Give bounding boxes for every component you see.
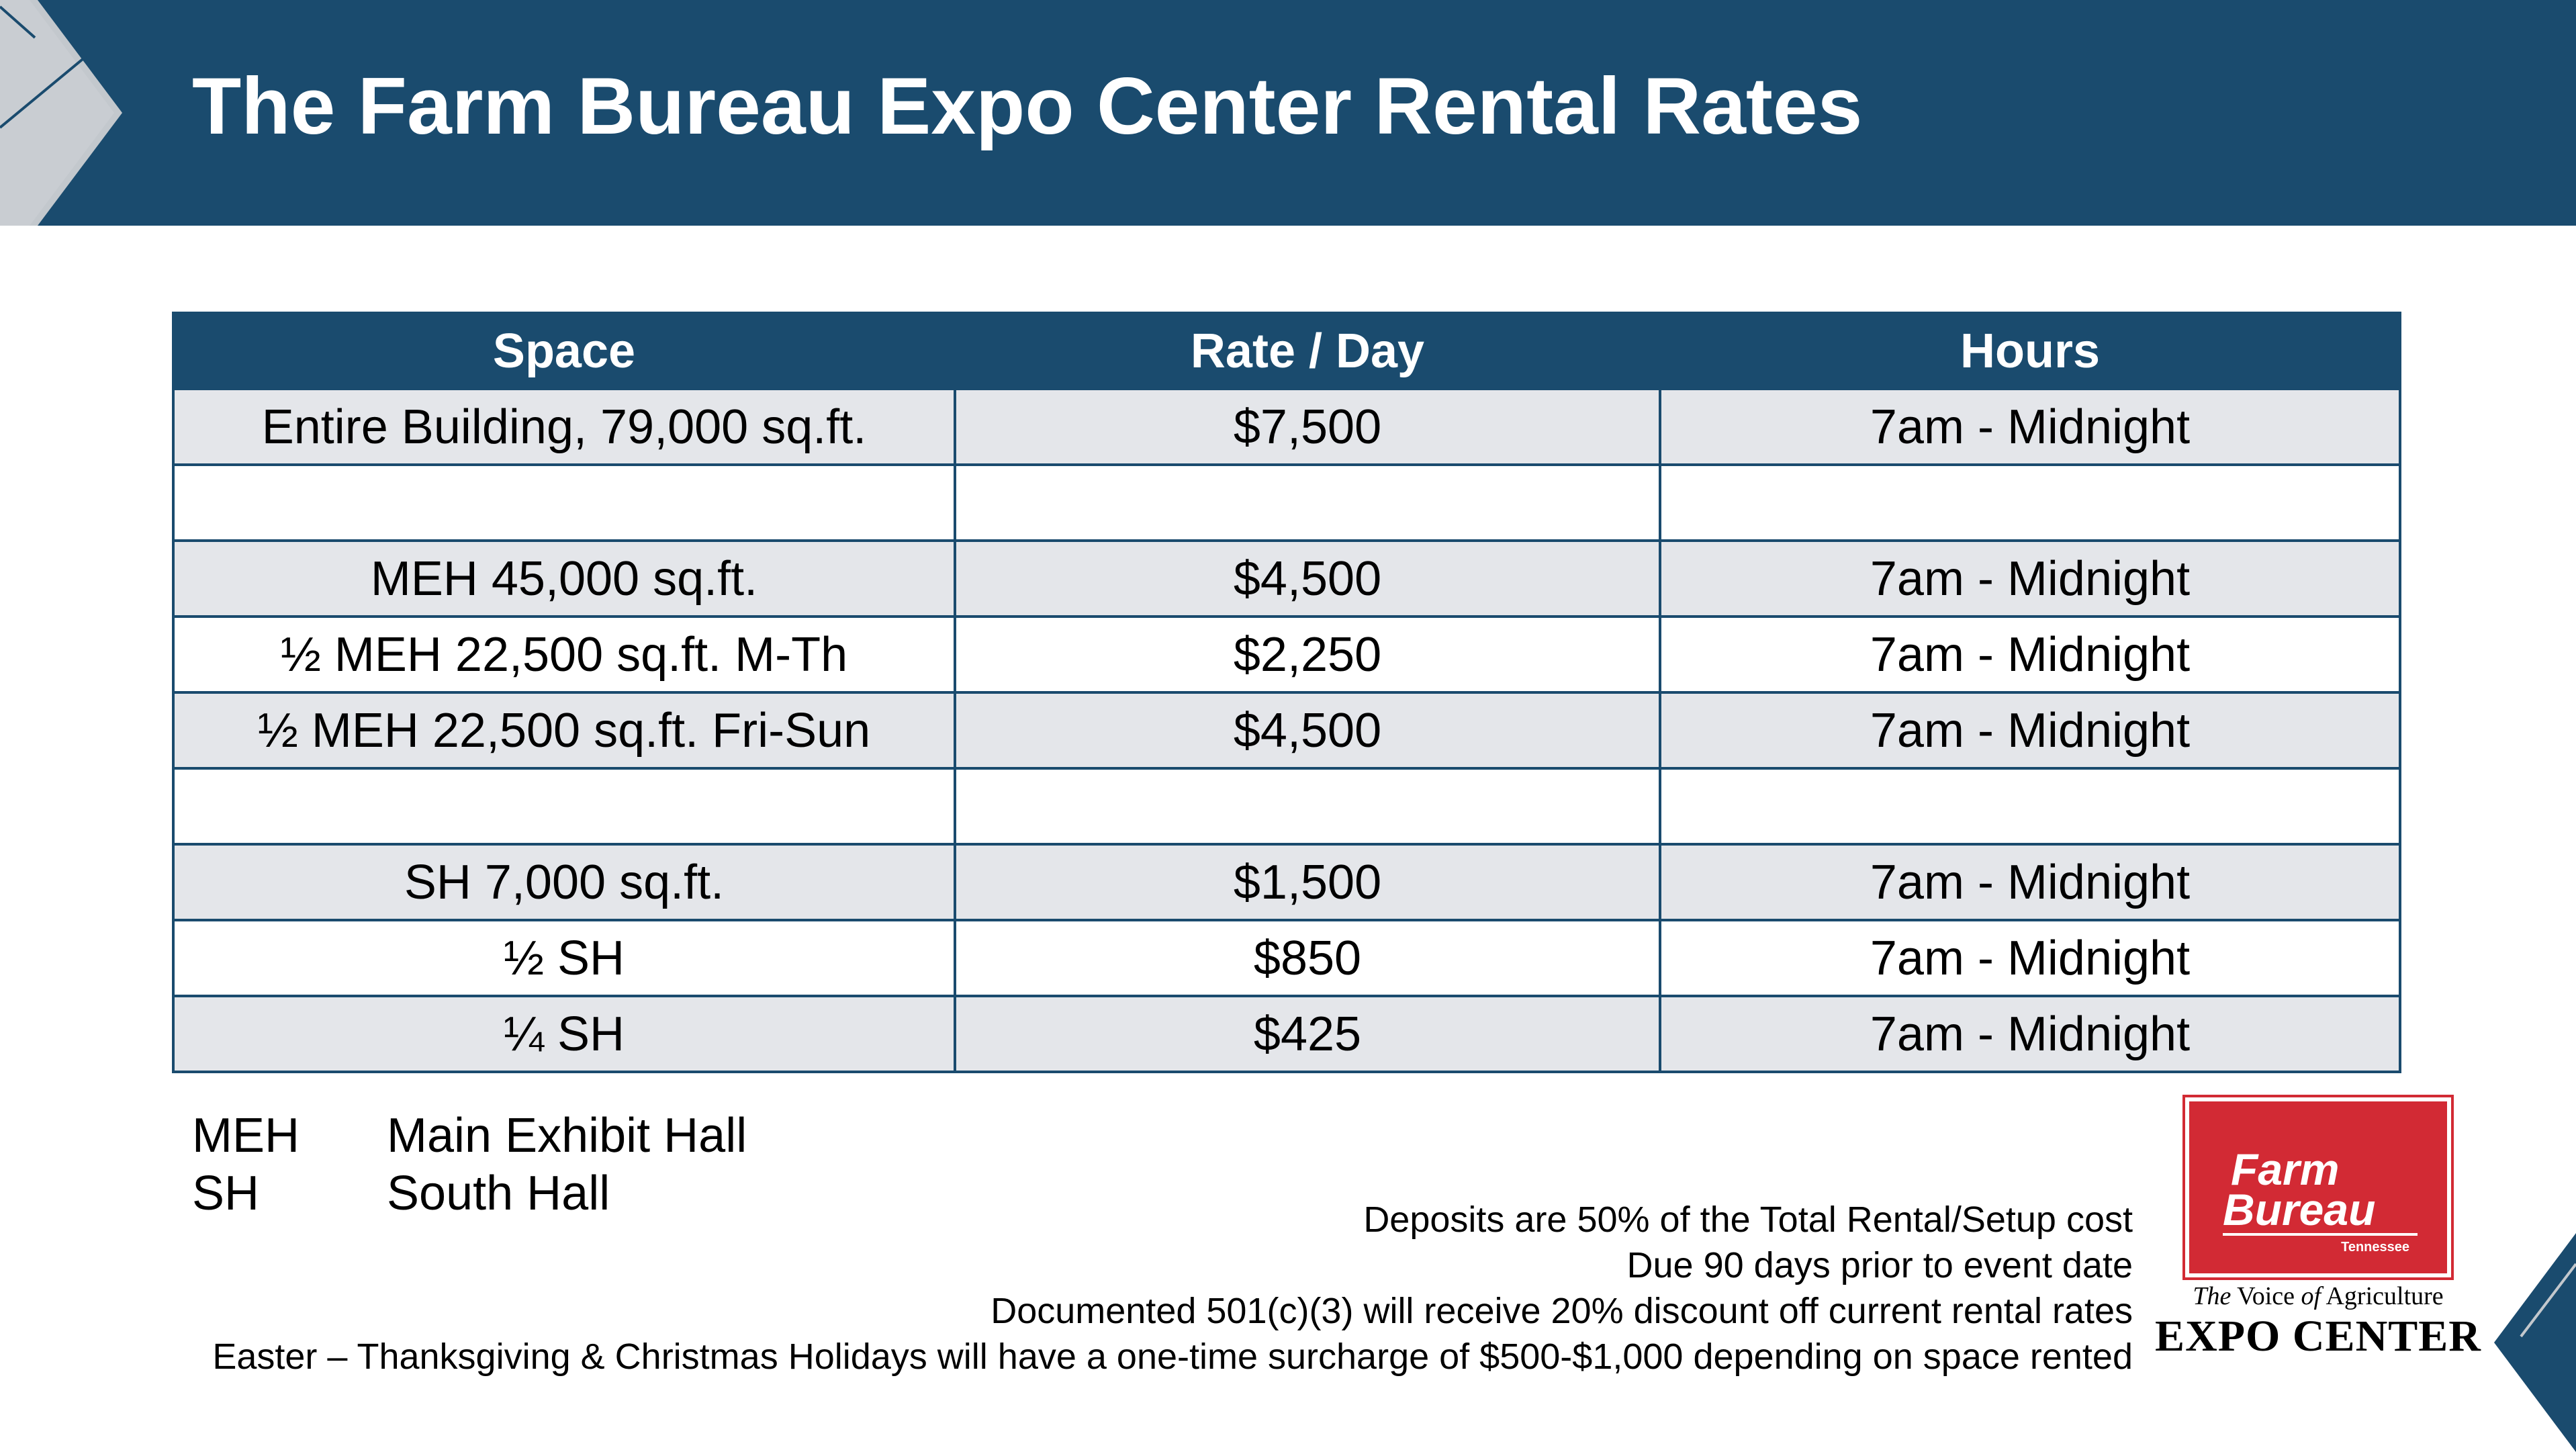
- note-nonprofit-discount: Documented 501(c)(3) will receive 20% di…: [991, 1291, 2133, 1331]
- table-row: ½ MEH 22,500 sq.ft. Fri-Sun $4,500 7am -…: [172, 691, 2401, 770]
- tagline-prefix: The: [2193, 1282, 2232, 1310]
- abbreviation-legend: MEH Main Exhibit Hall SH South Hall: [192, 1107, 747, 1222]
- cell-hours: [1659, 767, 2401, 846]
- cell-space: [172, 767, 956, 846]
- column-header-rate: Rate / Day: [954, 312, 1661, 390]
- logo-state: Tennessee: [2341, 1240, 2409, 1255]
- logo-tagline: The Voice of Agriculture: [2185, 1281, 2451, 1311]
- table-row: ½ MEH 22,500 sq.ft. M-Th $2,250 7am - Mi…: [172, 615, 2401, 694]
- legend-full: South Hall: [387, 1167, 610, 1220]
- table-row: ¼ SH $425 7am - Midnight: [172, 995, 2401, 1073]
- column-header-hours: Hours: [1659, 312, 2401, 390]
- farm-bureau-logo: Farm Bureau Tennessee: [2182, 1095, 2454, 1280]
- cell-hours: 7am - Midnight: [1659, 843, 2401, 921]
- table-row: [172, 767, 2401, 846]
- cell-hours: 7am - Midnight: [1659, 539, 2401, 618]
- cell-rate: $2,250: [954, 615, 1661, 694]
- tagline-of: of: [2301, 1282, 2321, 1310]
- cell-space: [172, 463, 956, 542]
- cell-rate: $4,500: [954, 691, 1661, 770]
- legend-abbr: SH: [192, 1167, 260, 1220]
- cell-rate: [954, 463, 1661, 542]
- cell-space: SH 7,000 sq.ft.: [172, 843, 956, 921]
- page-title: The Farm Bureau Expo Center Rental Rates: [192, 61, 1863, 151]
- rental-rates-table: Space Rate / Day Hours Entire Building, …: [172, 312, 2401, 1073]
- cell-rate: [954, 767, 1661, 846]
- table-header-row: Space Rate / Day Hours: [172, 312, 2401, 390]
- cell-hours: 7am - Midnight: [1659, 995, 2401, 1073]
- table-row: SH 7,000 sq.ft. $1,500 7am - Midnight: [172, 843, 2401, 921]
- legend-full: Main Exhibit Hall: [387, 1109, 747, 1163]
- note-deposit: Deposits are 50% of the Total Rental/Set…: [1363, 1199, 2133, 1240]
- expo-center-wordmark: EXPO CENTER: [2155, 1312, 2481, 1361]
- table-row: Entire Building, 79,000 sq.ft. $7,500 7a…: [172, 388, 2401, 466]
- legend-row-meh: MEH Main Exhibit Hall: [192, 1107, 747, 1165]
- table-row: [172, 463, 2401, 542]
- cell-hours: 7am - Midnight: [1659, 388, 2401, 466]
- cell-space: Entire Building, 79,000 sq.ft.: [172, 388, 956, 466]
- logo-line-bureau: Bureau: [2223, 1185, 2376, 1234]
- cell-space: ½ MEH 22,500 sq.ft. M-Th: [172, 615, 956, 694]
- cell-hours: 7am - Midnight: [1659, 691, 2401, 770]
- cell-rate: $850: [954, 919, 1661, 997]
- cell-rate: $4,500: [954, 539, 1661, 618]
- chevron-decoration-icon: [0, 0, 122, 226]
- cell-space: ½ SH: [172, 919, 956, 997]
- cell-rate: $7,500: [954, 388, 1661, 466]
- rental-notes: Deposits are 50% of the Total Rental/Set…: [212, 1197, 2133, 1379]
- cell-rate: $1,500: [954, 843, 1661, 921]
- tagline-suffix: Agriculture: [2326, 1282, 2444, 1310]
- cell-rate: $425: [954, 995, 1661, 1073]
- logo-line-farm: Farm: [2231, 1144, 2340, 1194]
- tagline-middle: Voice: [2237, 1282, 2295, 1310]
- legend-abbr: MEH: [192, 1109, 300, 1163]
- header-band: The Farm Bureau Expo Center Rental Rates: [0, 0, 2576, 226]
- legend-row-sh: SH South Hall: [192, 1165, 747, 1222]
- cell-space: ¼ SH: [172, 995, 956, 1073]
- cell-hours: 7am - Midnight: [1659, 615, 2401, 694]
- column-header-space: Space: [172, 312, 956, 390]
- note-holiday-surcharge: Easter – Thanksgiving & Christmas Holida…: [212, 1336, 2133, 1377]
- cell-hours: [1659, 463, 2401, 542]
- table-row: MEH 45,000 sq.ft. $4,500 7am - Midnight: [172, 539, 2401, 618]
- corner-chevron-decoration-icon: [2494, 1233, 2576, 1452]
- cell-hours: 7am - Midnight: [1659, 919, 2401, 997]
- logo-rule: [2223, 1233, 2418, 1236]
- cell-space: ½ MEH 22,500 sq.ft. Fri-Sun: [172, 691, 956, 770]
- note-due-date: Due 90 days prior to event date: [1626, 1245, 2133, 1285]
- table-row: ½ SH $850 7am - Midnight: [172, 919, 2401, 997]
- cell-space: MEH 45,000 sq.ft.: [172, 539, 956, 618]
